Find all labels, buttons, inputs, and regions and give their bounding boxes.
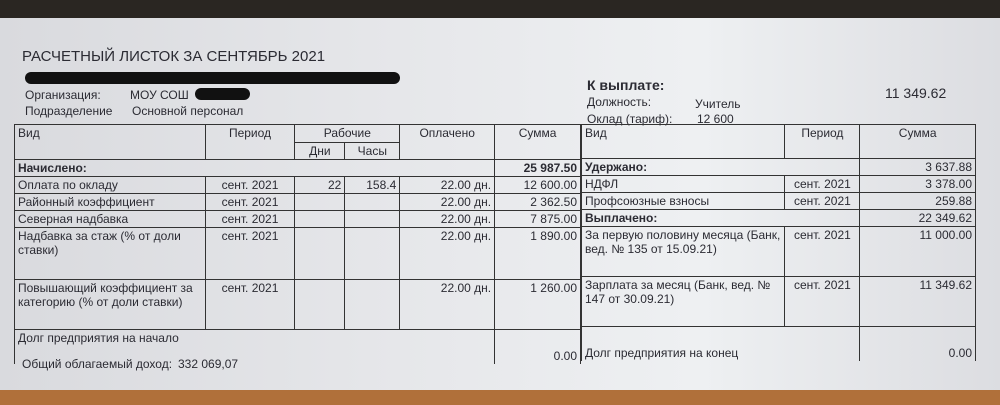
- row-days: [294, 210, 346, 228]
- header-days: Дни: [294, 142, 346, 160]
- background-table: [0, 390, 1000, 405]
- organization-value: МОУ СОШ: [130, 88, 189, 102]
- accrued-sum: 25 987.50: [494, 159, 581, 177]
- row-period: сент. 2021: [204, 193, 296, 211]
- taxable-income-label: Общий облагаемый доход:: [22, 357, 173, 371]
- page-title: РАСЧЕТНЫЙ ЛИСТОК ЗА СЕНТЯБРЬ 2021: [22, 48, 326, 65]
- row-type: Оплата по окладу: [14, 176, 206, 194]
- debt-start-label: Долг предприятия на начало: [13, 329, 496, 364]
- row-period: сент. 2021: [784, 175, 861, 193]
- row-sum: 7 875.00: [494, 210, 581, 228]
- withheld-sum: 3 637.88: [859, 158, 976, 176]
- row-sum: 259.88: [859, 192, 976, 210]
- redaction: [195, 88, 250, 100]
- row-days: [294, 279, 346, 330]
- row-period: сент. 2021: [784, 192, 861, 210]
- to-pay-label: К выплате:: [587, 77, 665, 93]
- redaction: [25, 72, 400, 84]
- table-row: Повышающий коэффициент за категорию (% о…: [14, 279, 581, 330]
- position-value: Учитель: [695, 97, 741, 111]
- debt-end-label: Долг предприятия на конец: [580, 326, 861, 361]
- row-type: Северная надбавка: [14, 210, 206, 228]
- table-row: Зарплата за месяц (Банк, вед. № 147 от 3…: [580, 276, 976, 327]
- row-hours: [344, 227, 401, 280]
- row-type: Районный коэффициент: [14, 193, 206, 211]
- row-sum: 2 362.50: [494, 193, 581, 211]
- row-sum: 3 378.00: [859, 175, 976, 193]
- table-row: За первую половину месяца (Банк, вед. № …: [580, 226, 976, 277]
- row-sum: 1 260.00: [494, 279, 581, 330]
- department-value: Основной персонал: [132, 104, 244, 118]
- debt-end-value: 0.00: [859, 326, 976, 361]
- row-paid: 22.00 дн.: [399, 176, 496, 194]
- table-row: Оплата по окладу сент. 2021 22 158.4 22.…: [14, 176, 581, 194]
- row-paid: 22.00 дн.: [399, 193, 496, 211]
- row-paid: 22.00 дн.: [399, 210, 496, 228]
- row-type: Надбавка за стаж (% от доли ставки): [14, 227, 206, 280]
- row-days: [294, 227, 346, 280]
- table-row: Профсоюзные взносы сент. 2021 259.88: [580, 192, 976, 210]
- row-hours: [344, 210, 401, 228]
- row-period: сент. 2021: [204, 176, 296, 194]
- row-period: сент. 2021: [204, 279, 296, 330]
- row-type: НДФЛ: [580, 175, 786, 193]
- row-period: сент. 2021: [784, 276, 861, 327]
- header-period: Период: [204, 124, 296, 160]
- paid-out-label: Выплачено:: [580, 209, 861, 227]
- header-type: Вид: [580, 124, 786, 159]
- row-days: [294, 193, 346, 211]
- row-hours: 158.4: [344, 176, 401, 194]
- organization-label: Организация:: [25, 88, 101, 102]
- paid-out-sum: 22 349.62: [859, 209, 976, 227]
- deductions-table: Вид Период Сумма Удержано: 3 637.88 НДФЛ…: [580, 124, 976, 361]
- salary-value: 12 600: [697, 112, 734, 126]
- row-type: Профсоюзные взносы: [580, 192, 786, 210]
- header-working: Рабочие: [294, 124, 401, 143]
- withheld-label: Удержано:: [580, 158, 861, 176]
- salary-label: Оклад (тариф):: [587, 112, 673, 126]
- row-type: Повышающий коэффициент за категорию (% о…: [14, 279, 206, 330]
- row-sum: 11 000.00: [859, 226, 976, 277]
- background-top: [0, 0, 1000, 22]
- department-label: Подразделение: [25, 104, 113, 118]
- header-hours: Часы: [344, 142, 401, 160]
- row-paid: 22.00 дн.: [399, 279, 496, 330]
- taxable-income-value: 332 069,07: [178, 357, 239, 371]
- header-type: Вид: [14, 124, 206, 160]
- position-label: Должность:: [587, 95, 652, 109]
- row-hours: [344, 193, 401, 211]
- accrued-label: Начислено:: [13, 159, 496, 177]
- row-days: 22: [294, 176, 346, 194]
- row-type: Зарплата за месяц (Банк, вед. № 147 от 3…: [580, 276, 786, 327]
- header-period: Период: [784, 124, 861, 159]
- row-hours: [344, 279, 401, 330]
- table-row: Северная надбавка сент. 2021 22.00 дн. 7…: [14, 210, 581, 228]
- header-sum: Сумма: [494, 124, 581, 160]
- table-row: НДФЛ сент. 2021 3 378.00: [580, 175, 976, 193]
- table-row: Надбавка за стаж (% от доли ставки) сент…: [14, 227, 581, 280]
- row-paid: 22.00 дн.: [399, 227, 496, 280]
- row-period: сент. 2021: [204, 227, 296, 280]
- row-sum: 1 890.00: [494, 227, 581, 280]
- row-sum: 11 349.62: [859, 276, 976, 327]
- header-sum: Сумма: [859, 124, 976, 159]
- table-row: Районный коэффициент сент. 2021 22.00 дн…: [14, 193, 581, 211]
- to-pay-value: 11 349.62: [885, 85, 947, 101]
- accruals-table: Вид Период Рабочие Оплачено Сумма Дни Ча…: [13, 124, 581, 364]
- row-type: За первую половину месяца (Банк, вед. № …: [580, 226, 786, 277]
- row-sum: 12 600.00: [494, 176, 581, 194]
- row-period: сент. 2021: [204, 210, 296, 228]
- debt-start-value: 0.00: [494, 329, 581, 364]
- header-paid: Оплачено: [399, 124, 496, 160]
- row-period: сент. 2021: [784, 226, 861, 277]
